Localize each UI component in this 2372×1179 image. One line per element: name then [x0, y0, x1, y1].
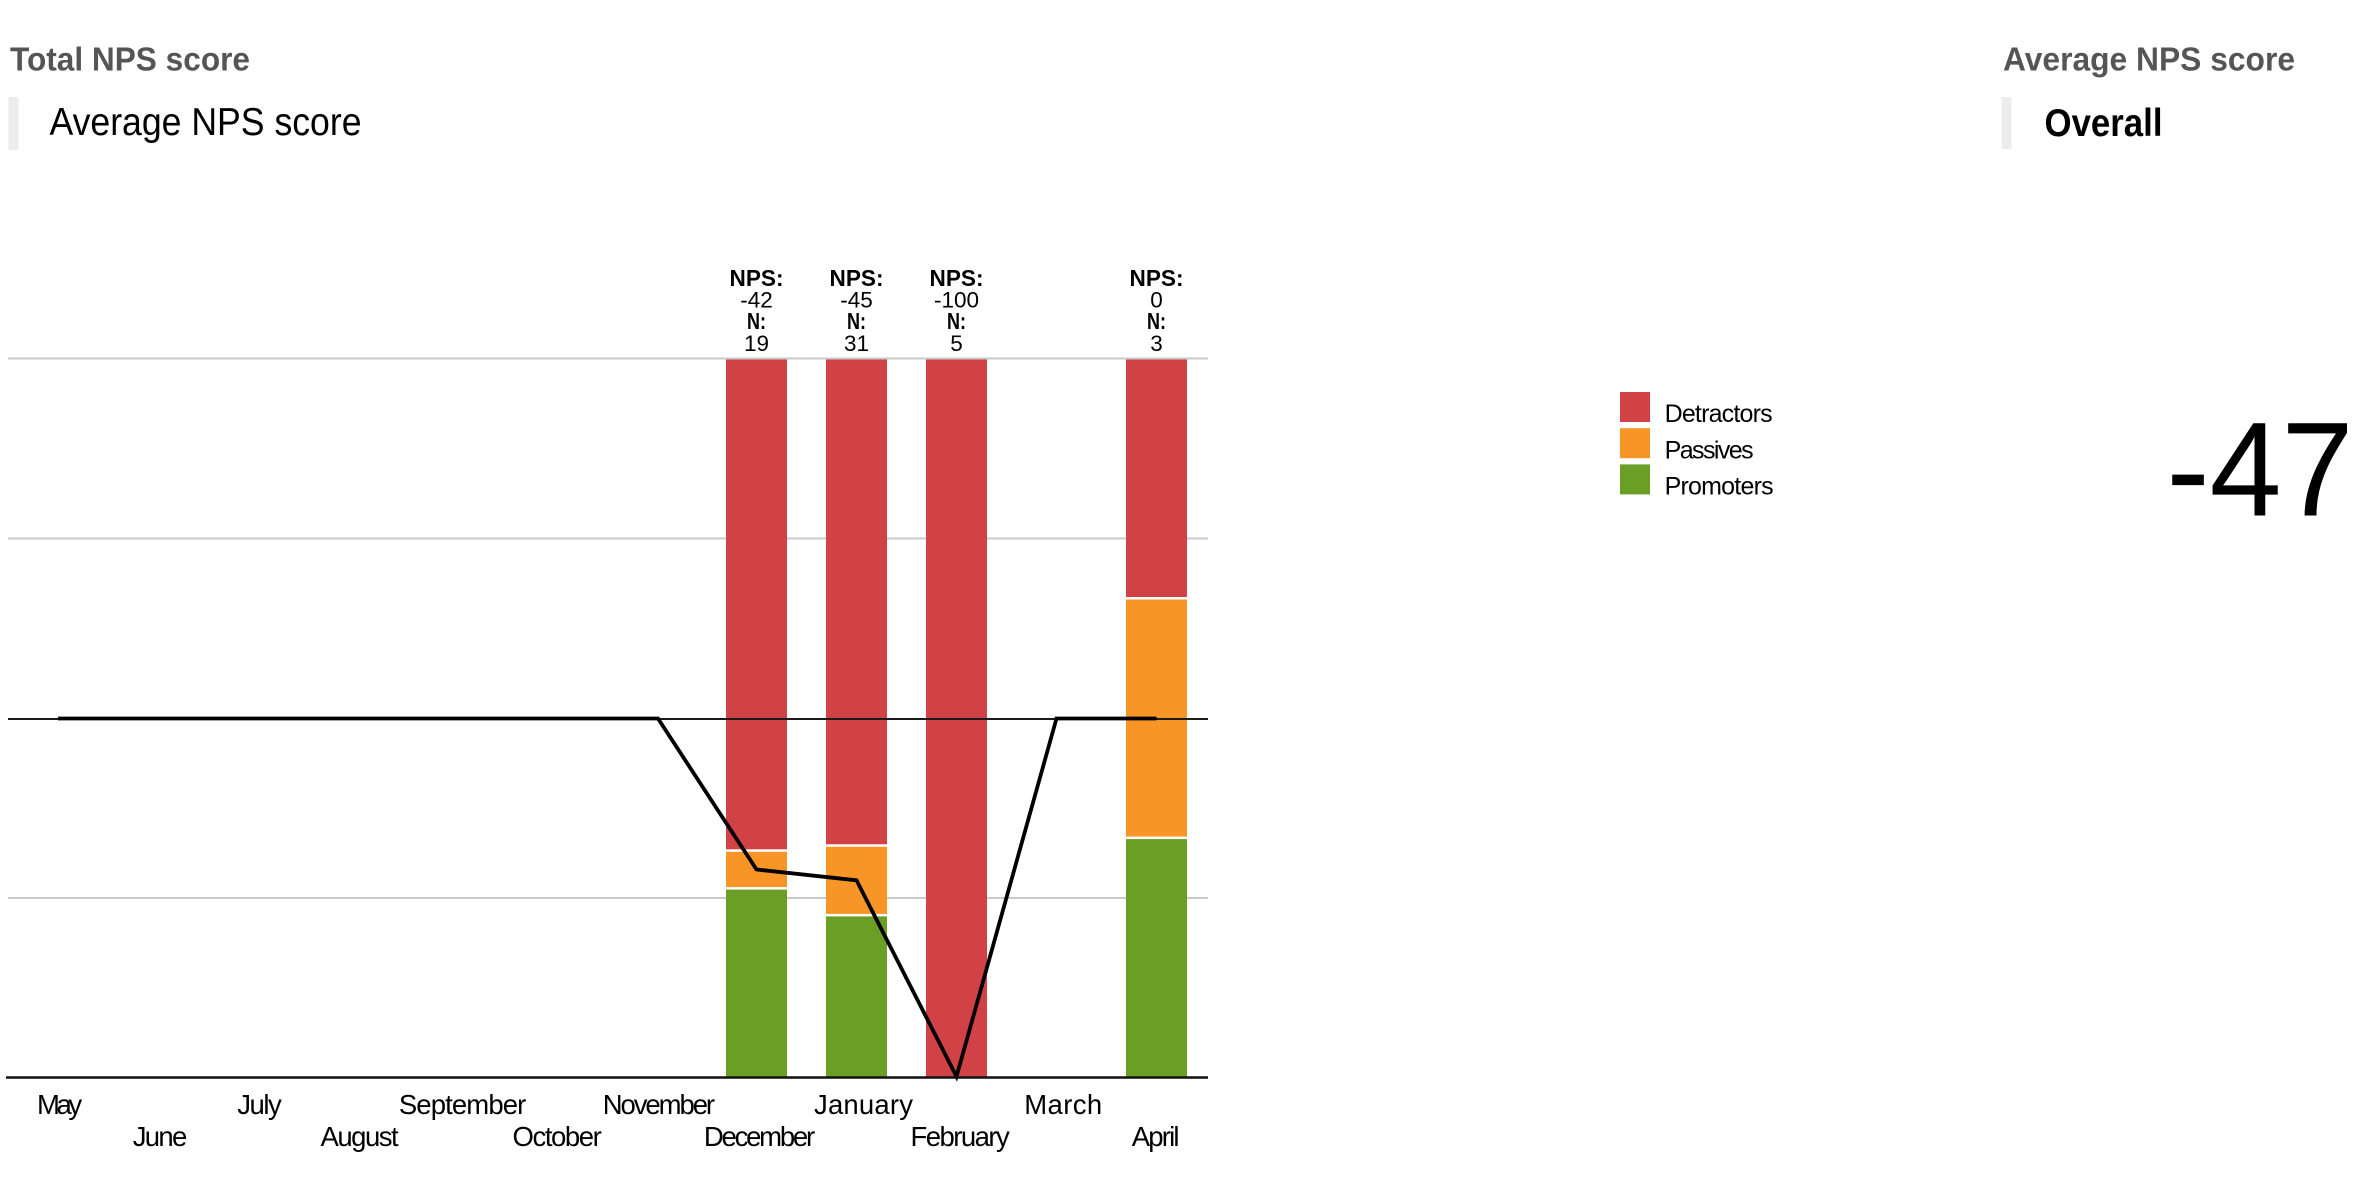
- svg-text:March: March: [1024, 1089, 1102, 1120]
- svg-text:Average NPS score: Average NPS score: [2003, 41, 2295, 78]
- svg-text:0: 0: [1150, 288, 1163, 313]
- svg-text:Overall: Overall: [2045, 102, 2163, 145]
- svg-text:-47: -47: [2167, 396, 2354, 545]
- svg-text:NPS:: NPS:: [830, 265, 884, 291]
- svg-text:N:: N:: [747, 308, 766, 334]
- svg-text:August: August: [321, 1121, 400, 1152]
- svg-text:Total NPS score: Total NPS score: [10, 41, 250, 78]
- svg-text:September: September: [399, 1089, 526, 1120]
- svg-text:NPS:: NPS:: [930, 265, 984, 291]
- svg-text:N:: N:: [847, 308, 866, 334]
- svg-text:3: 3: [1150, 331, 1163, 356]
- svg-text:Passives: Passives: [1665, 436, 1754, 464]
- svg-text:-100: -100: [934, 288, 979, 313]
- svg-text:May: May: [37, 1089, 82, 1120]
- svg-text:-42: -42: [740, 288, 773, 313]
- svg-text:January: January: [814, 1089, 913, 1120]
- svg-text:Detractors: Detractors: [1665, 400, 1773, 428]
- svg-text:December: December: [704, 1121, 815, 1152]
- svg-text:February: February: [911, 1121, 1010, 1152]
- svg-text:Promoters: Promoters: [1665, 473, 1774, 501]
- svg-text:July: July: [237, 1089, 282, 1120]
- svg-text:October: October: [513, 1121, 602, 1152]
- svg-text:April: April: [1132, 1121, 1180, 1152]
- svg-text:31: 31: [844, 331, 869, 356]
- svg-text:Average NPS score: Average NPS score: [50, 101, 362, 144]
- svg-text:NPS:: NPS:: [1130, 265, 1184, 291]
- svg-text:June: June: [133, 1121, 188, 1152]
- svg-text:N:: N:: [1147, 308, 1166, 334]
- svg-text:5: 5: [950, 331, 963, 356]
- svg-text:November: November: [603, 1089, 715, 1120]
- svg-text:-45: -45: [840, 288, 873, 313]
- svg-text:NPS:: NPS:: [730, 265, 784, 291]
- svg-text:19: 19: [744, 331, 769, 356]
- svg-text:N:: N:: [947, 308, 966, 334]
